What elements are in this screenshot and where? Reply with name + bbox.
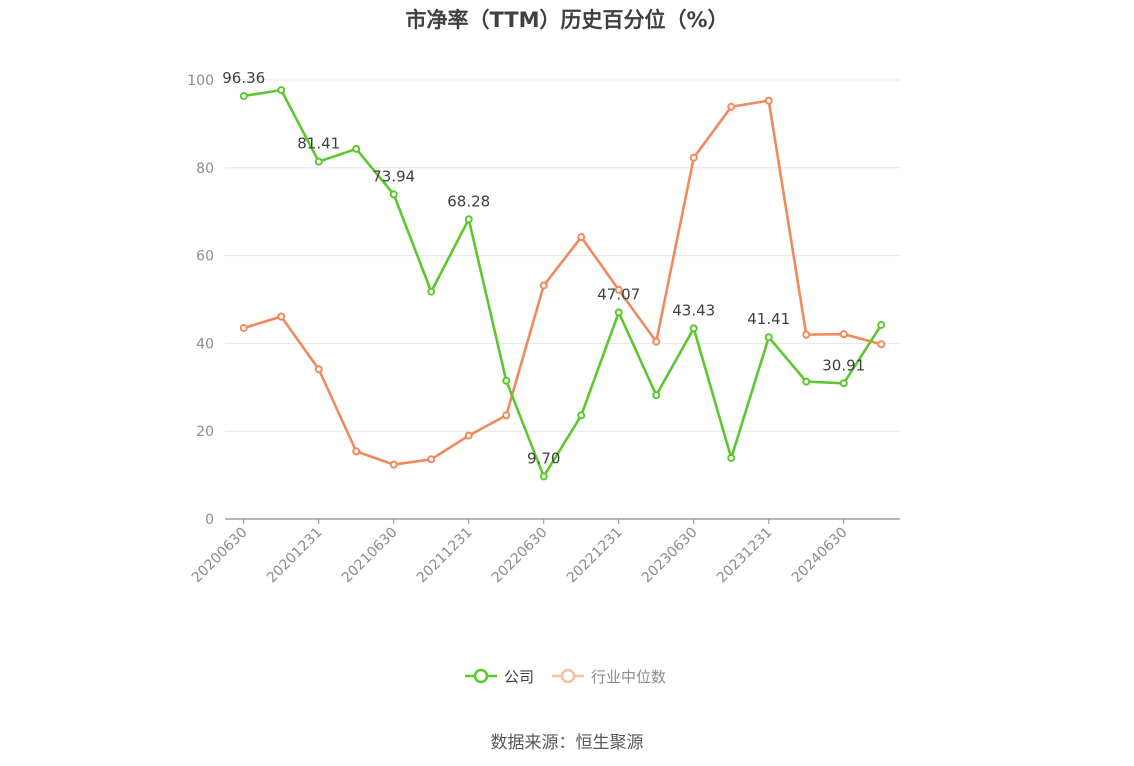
y-tick-label: 60	[196, 249, 214, 265]
data-point	[427, 455, 436, 464]
data-point	[614, 285, 623, 294]
legend-marker	[560, 668, 576, 684]
data-point	[577, 233, 586, 242]
data-point	[727, 102, 736, 111]
data-point	[652, 391, 661, 400]
y-tick-label: 80	[196, 161, 214, 177]
x-tick-label: 20200630	[189, 525, 251, 587]
data-point	[464, 431, 473, 440]
data-point	[802, 377, 811, 386]
data-label: 9.70	[527, 449, 560, 467]
series-line	[243, 88, 883, 478]
data-point	[314, 157, 323, 166]
x-tick-label: 20201231	[264, 525, 326, 587]
data-label: 43.43	[672, 301, 715, 319]
legend-label: 行业中位数	[591, 668, 666, 686]
data-point	[277, 312, 286, 321]
data-point	[877, 340, 886, 349]
data-point	[427, 287, 436, 296]
x-tick-label: 20231231	[714, 525, 776, 587]
x-tick-label: 20221231	[564, 525, 626, 587]
data-point	[652, 337, 661, 346]
y-tick-label: 20	[196, 424, 214, 440]
x-tick-label: 20211231	[414, 525, 476, 587]
data-label: 68.28	[447, 192, 490, 210]
data-label: 81.41	[297, 135, 340, 153]
data-label: 73.94	[372, 167, 415, 185]
data-point	[614, 308, 623, 317]
data-point	[502, 411, 511, 420]
x-tick-label: 20210630	[339, 525, 401, 587]
data-point	[352, 144, 361, 153]
data-point	[877, 320, 886, 329]
chart-title: 市净率（TTM）历史百分位（%）	[405, 8, 729, 32]
data-point	[539, 472, 548, 481]
x-tick-label: 20220630	[489, 525, 551, 587]
data-point	[727, 453, 736, 462]
series-line	[243, 99, 882, 466]
data-point	[764, 96, 773, 105]
data-label: 41.41	[747, 310, 790, 328]
data-label: 47.07	[597, 285, 640, 303]
data-point	[464, 215, 473, 224]
data-point	[802, 330, 811, 339]
data-point	[689, 153, 698, 162]
legend-marker	[473, 668, 489, 684]
data-point	[502, 376, 511, 385]
data-point	[389, 190, 398, 199]
data-label: 96.36	[222, 69, 265, 87]
data-point	[389, 460, 398, 469]
y-tick-label: 40	[196, 336, 214, 352]
data-point	[839, 379, 848, 388]
data-point	[689, 324, 698, 333]
data-point	[352, 447, 361, 456]
data-point	[239, 324, 248, 333]
data-point	[839, 330, 848, 339]
data-source-note: 数据来源：恒生聚源	[490, 733, 644, 753]
data-point	[764, 333, 773, 342]
y-tick-label: 100	[187, 73, 214, 89]
legend-label: 公司	[504, 668, 534, 686]
legend-item	[465, 668, 497, 684]
data-point	[314, 365, 323, 374]
legend-item	[552, 668, 584, 684]
x-tick-label: 20240630	[789, 525, 851, 587]
y-tick-label: 0	[205, 512, 214, 528]
data-point	[539, 281, 548, 290]
data-point	[277, 86, 286, 95]
data-label: 30.91	[822, 356, 865, 374]
data-point	[577, 411, 586, 420]
x-tick-label: 20230630	[639, 525, 701, 587]
data-point	[239, 91, 248, 100]
